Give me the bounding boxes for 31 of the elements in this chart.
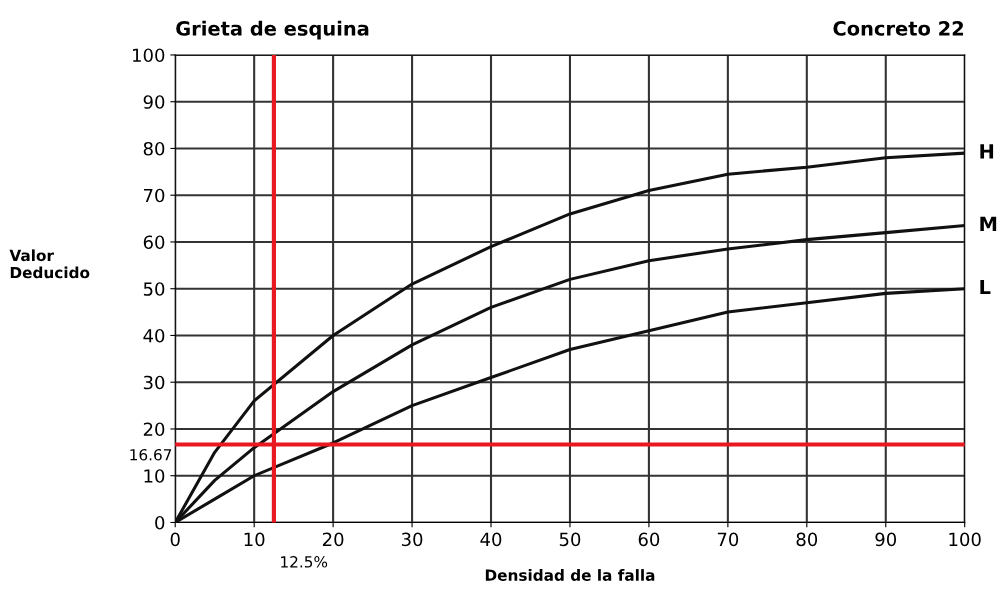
x-tick-label: 80 [796, 532, 818, 547]
y-tick-label: 40 [143, 328, 165, 343]
x-tick-label: 60 [638, 532, 660, 547]
x-tick-label: 40 [480, 532, 502, 547]
y-tick-label: 60 [143, 235, 165, 250]
y-tick-label: 80 [143, 141, 165, 156]
y-tick-label: 10 [144, 469, 165, 483]
y-tick-label: 0 [155, 515, 165, 530]
x-tick-label: 20 [322, 532, 344, 547]
series-label: L [980, 279, 991, 295]
series-label: H [980, 144, 994, 159]
y-axis-title: Valor Deducido [9, 249, 90, 279]
x-tick-label: 30 [401, 532, 423, 547]
chart-title: Grieta de esquina [176, 20, 369, 40]
series-label: M [980, 216, 997, 231]
y-tick-label: 20 [143, 422, 165, 437]
y-tick-label: 100 [133, 48, 165, 63]
x-tick-label: 70 [717, 532, 739, 547]
y-tick-label: 70 [144, 188, 165, 203]
ref-line-label: 12.5% [281, 556, 328, 568]
x-tick-label: 10 [244, 532, 265, 547]
x-tick-label: 0 [170, 532, 180, 547]
ref-line-label: 16.67 [130, 448, 172, 461]
chart-subtitle: Concreto 22 [833, 21, 964, 36]
x-axis-title: Densidad de la falla [485, 569, 655, 581]
y-tick-label: 50 [143, 282, 165, 296]
x-tick-label: 90 [875, 532, 897, 547]
y-tick-label: 30 [143, 375, 165, 390]
y-tick-label: 90 [143, 95, 165, 109]
x-tick-label: 50 [559, 532, 581, 547]
x-tick-label: 100 [949, 532, 981, 547]
